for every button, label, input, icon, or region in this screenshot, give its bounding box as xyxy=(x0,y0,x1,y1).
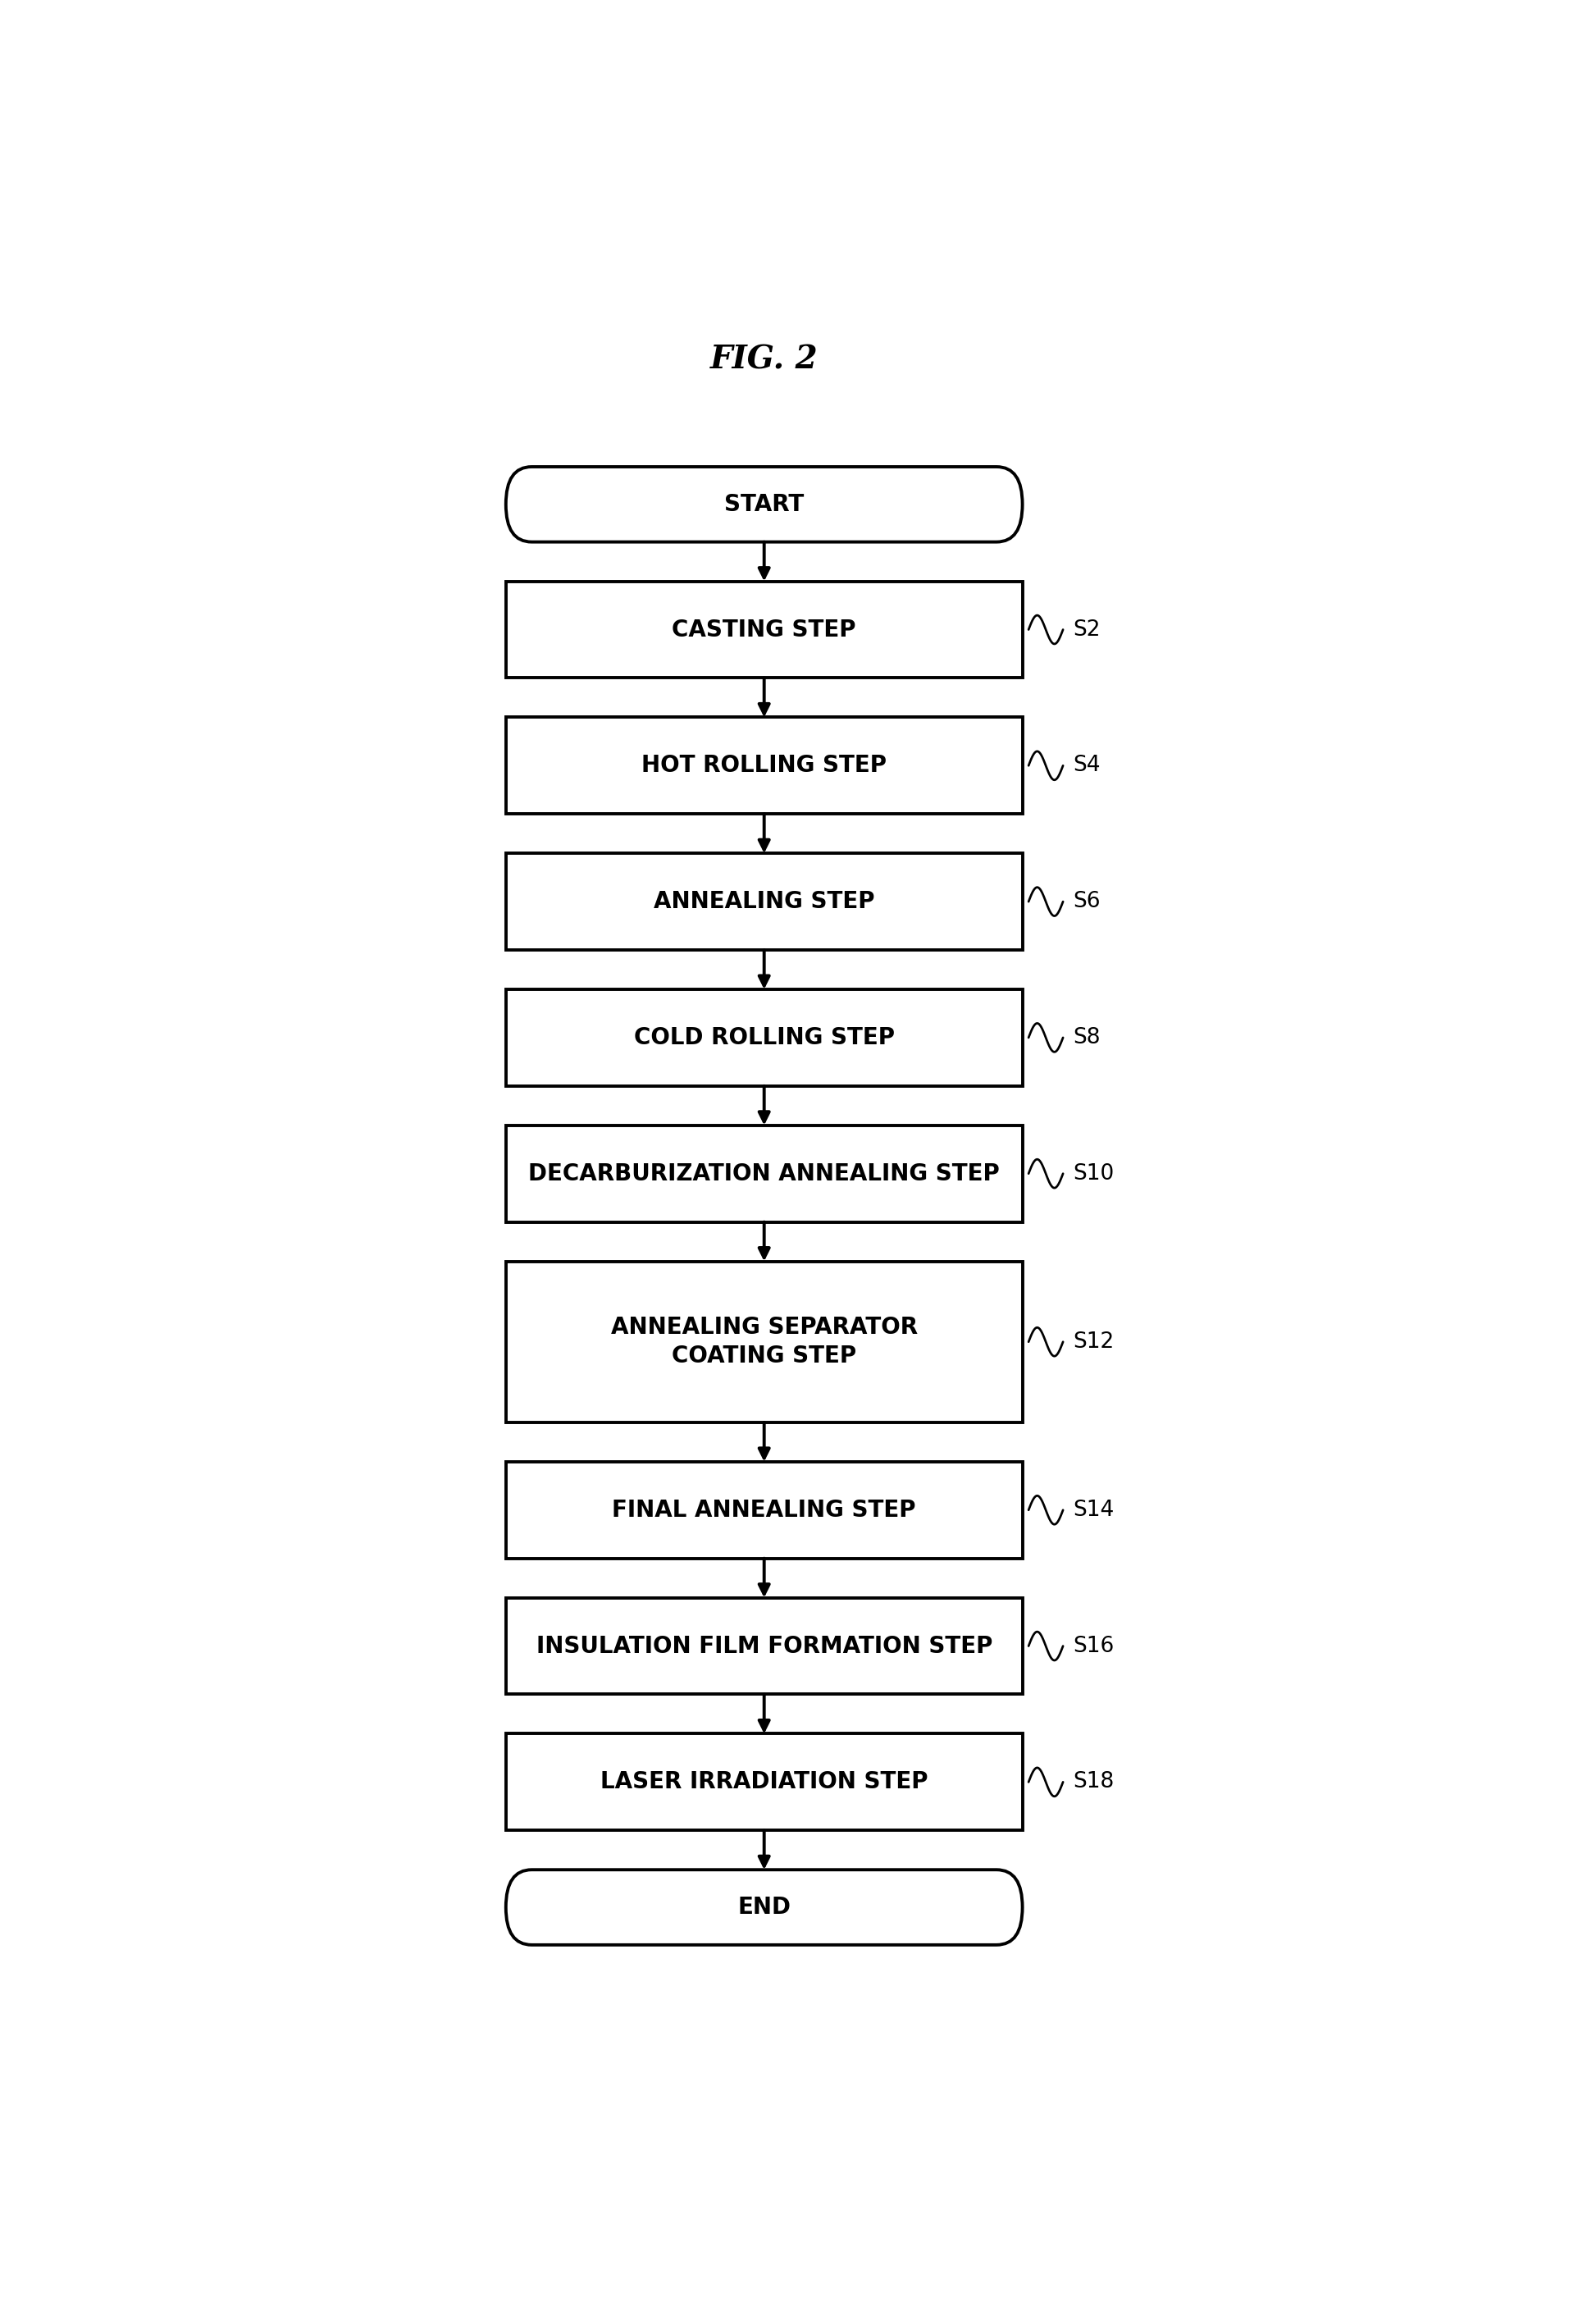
FancyBboxPatch shape xyxy=(506,467,1022,541)
Text: ANNEALING SEPARATOR
COATING STEP: ANNEALING SEPARATOR COATING STEP xyxy=(611,1315,917,1367)
Bar xyxy=(506,1262,1022,1422)
Text: START: START xyxy=(724,493,805,516)
Text: END: END xyxy=(738,1896,790,1920)
Text: LASER IRRADIATION STEP: LASER IRRADIATION STEP xyxy=(600,1771,928,1794)
Text: HOT ROLLING STEP: HOT ROLLING STEP xyxy=(641,753,887,776)
Text: ANNEALING STEP: ANNEALING STEP xyxy=(654,890,874,913)
Text: S8: S8 xyxy=(1073,1027,1100,1048)
Text: S6: S6 xyxy=(1073,890,1100,913)
Bar xyxy=(506,1462,1022,1559)
Bar xyxy=(506,581,1022,679)
Bar xyxy=(506,853,1022,951)
Text: DECARBURIZATION ANNEALING STEP: DECARBURIZATION ANNEALING STEP xyxy=(528,1162,1000,1185)
Text: FINAL ANNEALING STEP: FINAL ANNEALING STEP xyxy=(613,1499,916,1522)
Text: CASTING STEP: CASTING STEP xyxy=(671,618,857,641)
Bar xyxy=(506,718,1022,813)
FancyBboxPatch shape xyxy=(506,1871,1022,1945)
Text: INSULATION FILM FORMATION STEP: INSULATION FILM FORMATION STEP xyxy=(536,1634,992,1657)
Text: S16: S16 xyxy=(1073,1636,1114,1657)
Text: S12: S12 xyxy=(1073,1332,1114,1353)
Text: S2: S2 xyxy=(1073,618,1100,641)
Text: S18: S18 xyxy=(1073,1771,1114,1792)
Bar xyxy=(506,1597,1022,1694)
Bar xyxy=(506,1734,1022,1831)
Text: S4: S4 xyxy=(1073,755,1100,776)
Text: COLD ROLLING STEP: COLD ROLLING STEP xyxy=(633,1027,895,1048)
Bar xyxy=(506,1125,1022,1222)
Text: FIG. 2: FIG. 2 xyxy=(709,344,819,374)
Text: S10: S10 xyxy=(1073,1162,1114,1185)
Text: S14: S14 xyxy=(1073,1499,1114,1520)
Bar xyxy=(506,990,1022,1085)
